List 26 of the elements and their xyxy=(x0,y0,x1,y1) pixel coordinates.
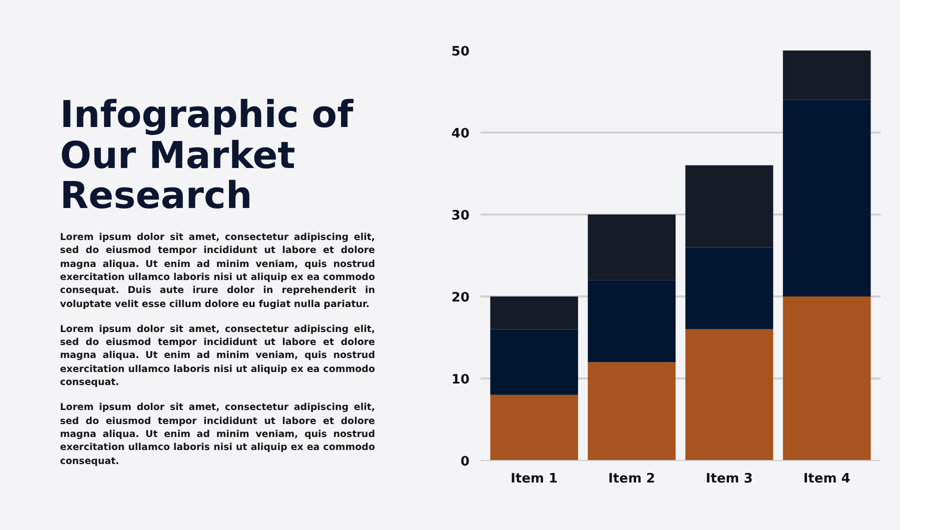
bar xyxy=(588,362,676,460)
text: Lorem ipsum dolor sit amet, consectetur adipiscing elit, sed do eiusmod tempor incididunt ut labore et dolore magna aliqua. Ut enim ad minim veniam, quis nostrud exercitation ullamco laboris nisi ut aliquip ex ea commodo consequat. xyxy=(60,322,375,390)
x-tick-label: Item 1 xyxy=(510,472,558,486)
bar xyxy=(588,280,676,362)
x-tick-label: Item 2 xyxy=(608,472,656,486)
x-tick-label: Item 3 xyxy=(706,472,753,486)
y-tick-label: 50 xyxy=(451,44,470,60)
bar xyxy=(782,50,871,100)
bar xyxy=(490,296,578,330)
y-tick-label: 20 xyxy=(451,290,470,306)
text: Lorem ipsum dolor sit amet, consectetur adipiscing elit, sed do eiusmod tempor incididunt ut labore et dolore magna aliqua. Ut enim ad minim veniam, quis nostrud exercitation ullamco laboris nisi ut aliquip ex ea commodo consequat. Duis aute irure dolor in reprehenderit in voluptate velit esse cillum dolore eu fugiat nulla pariatur. xyxy=(60,231,375,311)
x-tick-label: Item 4 xyxy=(803,472,850,486)
bar xyxy=(782,100,871,296)
bar xyxy=(685,329,774,460)
y-tick-label: 40 xyxy=(451,126,470,142)
bar xyxy=(782,296,871,460)
bar xyxy=(490,329,578,395)
y-tick-label: 30 xyxy=(451,208,470,224)
bar xyxy=(685,165,774,248)
text: Infographic of Our Market Research xyxy=(60,93,354,218)
bar xyxy=(685,247,774,330)
y-tick-label: 0 xyxy=(460,454,470,470)
y-tick-label: 10 xyxy=(451,372,470,388)
bar xyxy=(588,214,676,280)
bar xyxy=(490,394,578,460)
text: Lorem ipsum dolor sit amet, consectetur adipiscing elit, sed do eiusmod tempor incididunt ut labore et dolore magna aliqua. Ut enim ad minim veniam, quis nostrud exercitation ullamco laboris nisi ut aliquip ex ea commodo consequat. xyxy=(60,401,375,468)
